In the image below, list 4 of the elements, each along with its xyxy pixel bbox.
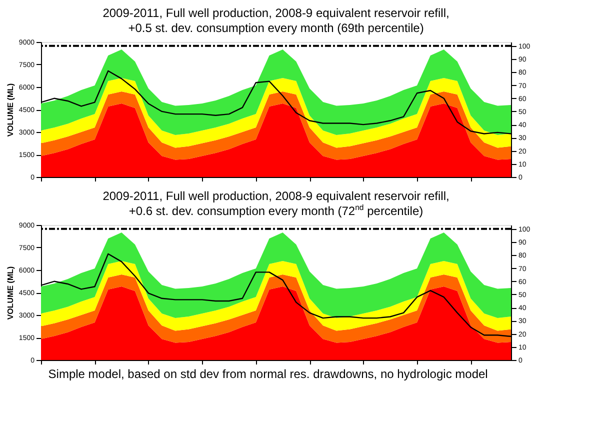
y-axis-title: VOLUME (ML): [6, 83, 15, 137]
y-axis-title: VOLUME (ML): [6, 266, 15, 320]
text: Simple model, based on std dev from normal res. drawdowns, no hydrologic model: [48, 367, 488, 381]
chart-title: 2009-2011, Full well production, 2008-9 equivalent reservoir refill, +0.5 st. dev. consumption every month (69th percentile): [102, 6, 450, 35]
